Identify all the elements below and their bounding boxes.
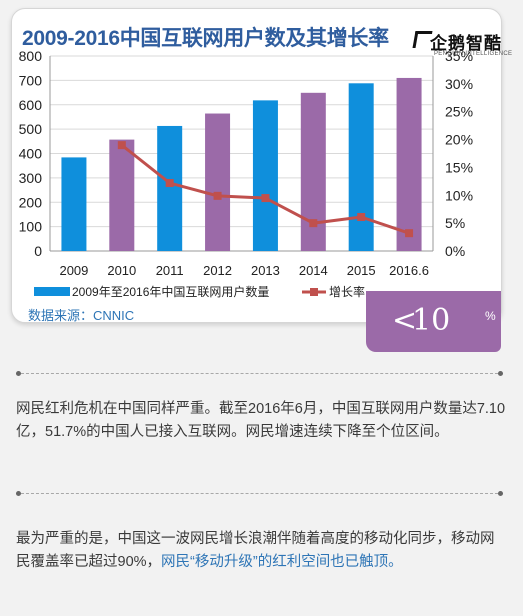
legend-bar-swatch: [34, 287, 70, 296]
paragraph-1: 网民红利危机在中国同样严重。截至2016年6月，中国互联网用户数量达7.10亿，…: [16, 401, 506, 440]
growth-point: [309, 219, 318, 228]
x-tick-label: 2011: [156, 263, 184, 278]
legend-bar-label: 2009年至2016年中国互联网用户数量: [72, 284, 269, 299]
y2-tick-label: 35%: [445, 48, 473, 64]
bar-2016.6: [396, 77, 422, 251]
y-tick-label: 500: [19, 121, 43, 137]
y2-tick-label: 30%: [445, 76, 473, 92]
separator-1: [16, 371, 503, 376]
bar-2012: [205, 113, 231, 252]
bar-2010: [109, 139, 135, 251]
y-tick-label: 0: [34, 243, 42, 259]
legend-line-marker: [310, 288, 318, 296]
bar-2013: [252, 100, 278, 251]
separator-2: [16, 491, 503, 496]
growth-point: [261, 194, 270, 203]
paragraph-2: 最为严重的是，中国这一波网民增长浪潮伴随着高度的移动化同步，移动网民覆盖率已超过…: [16, 528, 506, 574]
y-tick-label: 700: [19, 72, 43, 88]
percent-badge: < 10 %: [366, 291, 501, 352]
growth-point: [213, 191, 222, 200]
y2-tick-label: 15%: [445, 159, 473, 175]
x-tick-label: 2012: [203, 263, 232, 278]
growth-point: [165, 179, 174, 188]
growth-point: [117, 141, 126, 150]
legend-line-label: 增长率: [329, 284, 365, 299]
y-tick-label: 100: [19, 219, 43, 235]
x-tick-label: 2014: [299, 263, 328, 278]
badge-less-than: <: [392, 303, 418, 338]
y2-tick-label: 20%: [445, 132, 473, 148]
y-tick-label: 800: [19, 48, 43, 64]
y2-tick-label: 0%: [445, 243, 465, 259]
x-tick-label: 2010: [107, 263, 136, 278]
growth-point: [405, 229, 414, 238]
data-source: 数据来源：CNNIC: [28, 308, 135, 323]
y-tick-label: 300: [19, 170, 43, 186]
separator-dot-icon: [16, 491, 21, 496]
chart-title: 2009-2016中国互联网用户数及其增长率: [22, 27, 389, 50]
x-tick-label: 2015: [347, 263, 376, 278]
paragraph-2-text: 最为严重的是，中国这一波网民增长浪潮伴随着高度的移动化同步，移动网民覆盖率已超过…: [16, 531, 495, 570]
y2-tick-label: 10%: [445, 187, 473, 203]
x-tick-label: 2013: [251, 263, 280, 278]
bar-2014: [300, 92, 326, 252]
y-tick-label: 600: [19, 97, 43, 113]
badge-number: 10: [412, 303, 451, 338]
separator-dot-icon: [498, 371, 503, 376]
y-tick-label: 200: [19, 194, 43, 210]
logo-text: 企鹅智酷: [430, 34, 502, 53]
x-tick-label: 2016.6: [389, 263, 429, 278]
bar-2015: [348, 83, 374, 251]
bar-2009: [61, 157, 87, 251]
separator-dot-icon: [16, 371, 21, 376]
bar-2011: [157, 125, 183, 251]
x-tick-label: 2009: [59, 263, 88, 278]
paragraph-2-highlight: 网民“移动升级”的红利空间也已触顶。: [161, 554, 403, 570]
chart: 0 100 200 300 400 500 600 700 800 0% 5% 10% 15% 20% 25…: [19, 48, 473, 299]
logo-subtext: PENGUIN INTELLIGENCE: [434, 51, 513, 57]
badge-unit: %: [485, 309, 496, 323]
penguin-logo: 企鹅智酷 PENGUIN INTELLIGENCE: [412, 29, 512, 63]
y-tick-label: 400: [19, 146, 43, 162]
y2-tick-label: 5%: [445, 215, 465, 231]
growth-point: [357, 213, 366, 222]
y2-tick-label: 25%: [445, 104, 473, 120]
separator-dot-icon: [498, 491, 503, 496]
